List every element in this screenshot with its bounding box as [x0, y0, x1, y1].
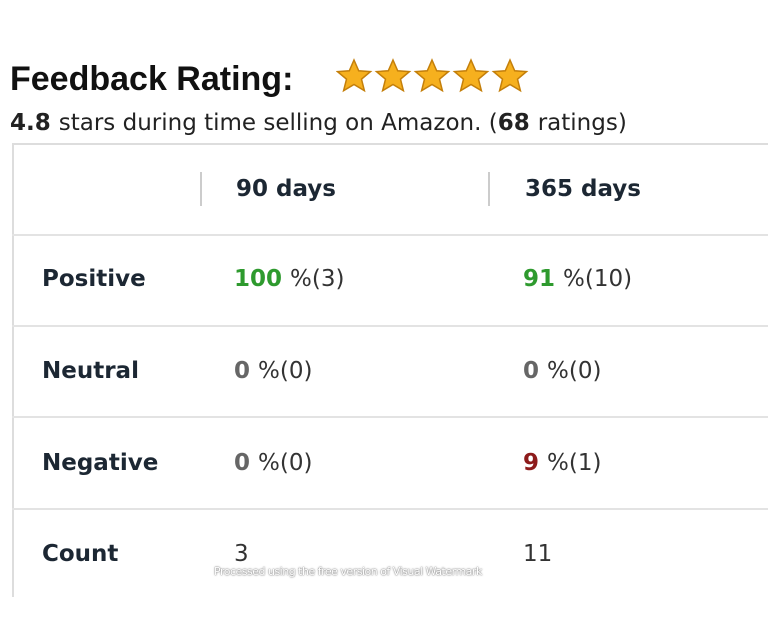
row-divider	[12, 325, 768, 327]
cell: 100 %(3)	[234, 266, 344, 292]
count-suffix: ratings)	[537, 110, 627, 136]
cell-value: 0	[234, 358, 251, 384]
summary: 4.8 stars during time selling on Amazon. …	[10, 110, 627, 136]
column-header: 90 days	[236, 176, 336, 202]
cell: 0 %(0)	[234, 450, 312, 476]
rating: 4.8	[10, 110, 51, 136]
cell-value: 100	[234, 266, 283, 292]
cell-value: 91	[523, 266, 556, 292]
cell-value: 0	[234, 450, 251, 476]
row-divider	[12, 508, 768, 510]
cell-detail: %(0)	[547, 358, 602, 384]
cell-value: 9	[523, 450, 540, 476]
row-divider	[12, 416, 768, 418]
cell-detail: %(10)	[563, 266, 633, 292]
cell: 91 %(10)	[523, 266, 632, 292]
stars	[336, 59, 528, 92]
row-label: Positive	[42, 266, 146, 292]
row-label: Negative	[42, 450, 159, 476]
cell-detail: %(0)	[258, 450, 313, 476]
row-label: Neutral	[42, 358, 139, 384]
cell: 9 %(1)	[523, 450, 601, 476]
cell-detail: %(1)	[547, 450, 602, 476]
cell: 0 %(0)	[234, 358, 312, 384]
cell: 3	[234, 541, 249, 567]
column-header: 365 days	[525, 176, 641, 202]
cell-value: 11	[523, 541, 553, 567]
watermark: Processed using the free version of Visu…	[214, 565, 482, 578]
cell: 0 %(0)	[523, 358, 601, 384]
cell-detail: %(0)	[258, 358, 313, 384]
row-divider	[12, 234, 768, 236]
count: 68	[497, 110, 530, 136]
title: Feedback Rating:	[10, 60, 294, 98]
cell: 11	[523, 541, 552, 567]
cell-value: 0	[523, 358, 540, 384]
cell-detail: %(3)	[290, 266, 345, 292]
cell-value: 3	[234, 541, 249, 567]
row-label: Count	[42, 541, 119, 567]
summary-text: stars during time selling on Amazon. (	[58, 110, 498, 136]
col-separator	[200, 172, 202, 206]
col-separator	[488, 172, 490, 206]
table	[12, 143, 768, 597]
